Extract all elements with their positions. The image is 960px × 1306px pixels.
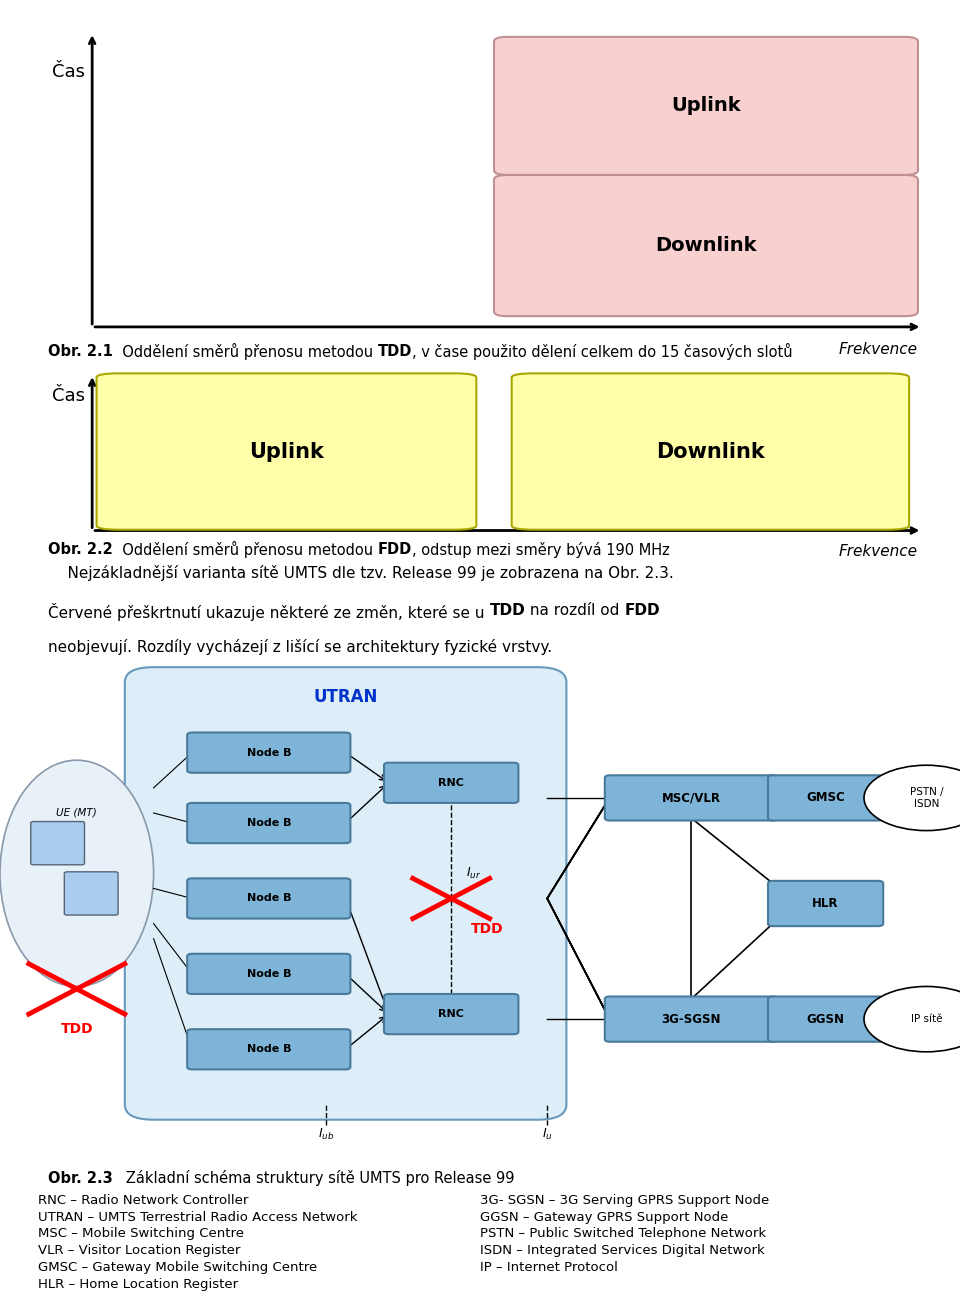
Text: , v čase použito dělení celkem do 15 časových slotů: , v čase použito dělení celkem do 15 čas… [412, 343, 793, 360]
Text: Node B: Node B [247, 747, 291, 757]
FancyBboxPatch shape [187, 953, 350, 994]
Text: Node B: Node B [247, 818, 291, 828]
Text: Červené přeškrtnutí ukazuje některé ze změn, které se u: Červené přeškrtnutí ukazuje některé ze z… [48, 603, 490, 622]
Text: Node B: Node B [247, 1045, 291, 1054]
Text: RNC: RNC [439, 1010, 464, 1019]
FancyBboxPatch shape [605, 776, 778, 820]
Text: IP – Internet Protocol: IP – Internet Protocol [480, 1262, 618, 1275]
Text: TDD: TDD [470, 922, 503, 935]
Text: Node B: Node B [247, 969, 291, 980]
Text: Obr. 2.1: Obr. 2.1 [48, 345, 113, 359]
FancyBboxPatch shape [125, 667, 566, 1119]
FancyBboxPatch shape [384, 763, 518, 803]
Text: HLR: HLR [812, 897, 839, 910]
Text: $I_{u}$: $I_{u}$ [541, 1127, 553, 1143]
Text: Čas: Čas [53, 387, 85, 405]
Text: Uplink: Uplink [671, 97, 741, 115]
Text: Frekvence: Frekvence [839, 342, 918, 358]
Text: 3G-SGSN: 3G-SGSN [661, 1012, 721, 1025]
Text: PSTN /
ISDN: PSTN / ISDN [909, 788, 944, 808]
Text: 3G- SGSN – 3G Serving GPRS Support Node: 3G- SGSN – 3G Serving GPRS Support Node [480, 1194, 769, 1207]
Text: Nejzákladnější varianta sítě UMTS dle tzv. Release 99 je zobrazena na Obr. 2.3.: Nejzákladnější varianta sítě UMTS dle tz… [48, 565, 674, 581]
FancyBboxPatch shape [494, 175, 918, 316]
Text: Node B: Node B [247, 893, 291, 904]
Text: Oddělení směrů přenosu metodou: Oddělení směrů přenosu metodou [113, 343, 377, 360]
FancyBboxPatch shape [768, 880, 883, 926]
Text: VLR – Visitor Location Register: VLR – Visitor Location Register [38, 1245, 241, 1258]
FancyBboxPatch shape [605, 996, 778, 1042]
Text: Obr. 2.3: Obr. 2.3 [48, 1170, 112, 1186]
Text: FDD: FDD [624, 603, 660, 618]
FancyBboxPatch shape [187, 879, 350, 918]
Text: Uplink: Uplink [249, 441, 324, 461]
Circle shape [864, 765, 960, 831]
Text: GGSN – Gateway GPRS Support Node: GGSN – Gateway GPRS Support Node [480, 1211, 729, 1224]
Text: $I_{ur}$: $I_{ur}$ [466, 866, 481, 880]
FancyBboxPatch shape [187, 803, 350, 844]
FancyBboxPatch shape [494, 37, 918, 175]
Text: FDD: FDD [377, 542, 412, 558]
Text: UTRAN – UMTS Terrestrial Radio Access Network: UTRAN – UMTS Terrestrial Radio Access Ne… [38, 1211, 358, 1224]
Text: na rozdíl od: na rozdíl od [525, 603, 624, 618]
Text: GMSC – Gateway Mobile Switching Centre: GMSC – Gateway Mobile Switching Centre [38, 1262, 318, 1275]
FancyBboxPatch shape [768, 996, 883, 1042]
Text: Downlink: Downlink [656, 236, 756, 255]
Text: neobjevují. Rozdíly vycházejí z lišící se architektury fyzické vrstvy.: neobjevují. Rozdíly vycházejí z lišící s… [48, 639, 552, 654]
Text: Frekvence: Frekvence [839, 543, 918, 559]
Text: , odstup mezi směry bývá 190 MHz: , odstup mezi směry bývá 190 MHz [412, 542, 669, 558]
Text: IP sítě: IP sítě [911, 1015, 942, 1024]
FancyBboxPatch shape [768, 776, 883, 820]
Text: TDD: TDD [60, 1023, 93, 1036]
Text: Obr. 2.2: Obr. 2.2 [48, 542, 112, 558]
Circle shape [864, 986, 960, 1051]
Text: TDD: TDD [377, 345, 412, 359]
FancyBboxPatch shape [97, 374, 476, 530]
Text: GGSN: GGSN [806, 1012, 845, 1025]
Text: TDD: TDD [490, 603, 525, 618]
Text: UE (MT): UE (MT) [57, 808, 97, 818]
Text: UTRAN: UTRAN [313, 688, 378, 707]
FancyBboxPatch shape [512, 374, 909, 530]
Text: $I_{ub}$: $I_{ub}$ [318, 1127, 335, 1143]
Text: PSTN – Public Switched Telephone Network: PSTN – Public Switched Telephone Network [480, 1228, 766, 1241]
Text: Downlink: Downlink [656, 441, 765, 461]
Ellipse shape [0, 760, 154, 986]
Text: MSC/VLR: MSC/VLR [661, 791, 721, 804]
Text: GMSC: GMSC [806, 791, 845, 804]
Text: RNC: RNC [439, 778, 464, 788]
Text: ISDN – Integrated Services Digital Network: ISDN – Integrated Services Digital Netwo… [480, 1245, 765, 1258]
FancyBboxPatch shape [384, 994, 518, 1034]
Text: MSC – Mobile Switching Centre: MSC – Mobile Switching Centre [38, 1228, 245, 1241]
FancyBboxPatch shape [187, 1029, 350, 1070]
Text: Oddělení směrů přenosu metodou: Oddělení směrů přenosu metodou [112, 541, 377, 559]
FancyBboxPatch shape [64, 872, 118, 916]
FancyBboxPatch shape [31, 821, 84, 865]
Text: RNC – Radio Network Controller: RNC – Radio Network Controller [38, 1194, 249, 1207]
Text: Čas: Čas [53, 63, 85, 81]
Text: HLR – Home Location Register: HLR – Home Location Register [38, 1277, 238, 1290]
Text: Základní schéma struktury sítě UMTS pro Release 99: Základní schéma struktury sítě UMTS pro … [111, 1170, 515, 1186]
FancyBboxPatch shape [187, 733, 350, 773]
